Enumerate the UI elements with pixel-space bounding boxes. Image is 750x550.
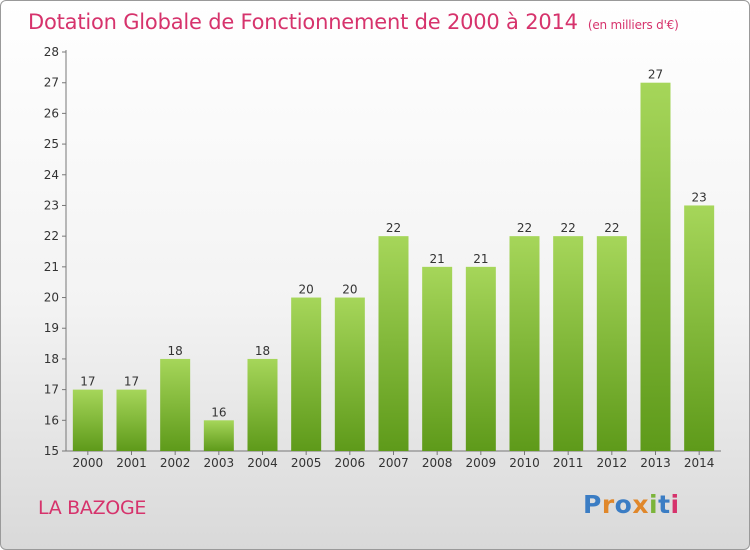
bar-2010 — [509, 236, 540, 451]
y-tick-label: 27 — [44, 76, 59, 90]
data-label-2001: 17 — [124, 375, 139, 389]
data-label-2011: 22 — [561, 221, 576, 235]
x-tick-label-2014: 2014 — [684, 456, 715, 470]
x-tick-label-2004: 2004 — [247, 456, 278, 470]
y-tick-label: 20 — [44, 291, 59, 305]
bar-2006 — [334, 297, 365, 451]
bar-2011 — [553, 236, 584, 451]
x-tick-label-2011: 2011 — [553, 456, 584, 470]
x-tick-label-2005: 2005 — [291, 456, 322, 470]
data-label-2002: 18 — [168, 344, 183, 358]
y-tick-label: 25 — [44, 137, 59, 151]
y-tick-label: 21 — [44, 260, 59, 274]
logo-letter: o — [614, 490, 633, 519]
y-tick-label: 26 — [44, 106, 59, 120]
y-tick-label: 18 — [44, 352, 59, 366]
x-tick-label-2002: 2002 — [160, 456, 191, 470]
y-tick-label: 22 — [44, 229, 59, 243]
bar-2003 — [203, 420, 234, 451]
data-label-2009: 21 — [473, 252, 488, 266]
y-tick-label: 28 — [44, 45, 59, 59]
x-tick-label-2001: 2001 — [116, 456, 147, 470]
x-tick-label-2013: 2013 — [640, 456, 671, 470]
axes: 15 16 17 18 19 20 21 22 23 24 25 26 27 28 2000 2001 2002… — [44, 45, 721, 470]
data-label-2013: 27 — [648, 68, 663, 82]
data-label-2008: 21 — [430, 252, 445, 266]
chart-subtitle: (en milliers d'€) — [587, 18, 679, 32]
data-labels: 17 17 18 16 18 20 20 22 21 21 22 22 22 27 23 — [80, 68, 707, 420]
data-label-2006: 20 — [342, 283, 357, 297]
bars — [72, 82, 715, 451]
bar-2012 — [596, 236, 627, 451]
x-tick-label-2006: 2006 — [335, 456, 366, 470]
chart-title: Dotation Globale de Fonctionnement de 20… — [28, 10, 679, 34]
y-tick-label: 19 — [44, 321, 59, 335]
x-tick-label-2000: 2000 — [73, 456, 104, 470]
bar-2007 — [378, 236, 409, 451]
data-label-2012: 22 — [604, 221, 619, 235]
logo-letter: i — [670, 490, 680, 519]
y-tick-label: 23 — [44, 198, 59, 212]
y-tick-label: 17 — [44, 383, 59, 397]
bar-2001 — [116, 389, 147, 451]
bar-2002 — [160, 358, 191, 451]
x-tick-label-2008: 2008 — [422, 456, 453, 470]
x-tick-label-2009: 2009 — [466, 456, 497, 470]
y-tick-label: 24 — [44, 168, 59, 182]
bar-2014 — [684, 205, 715, 451]
data-label-2014: 23 — [692, 190, 707, 204]
bar-2000 — [72, 389, 103, 451]
x-tick-label-2012: 2012 — [597, 456, 628, 470]
data-label-2004: 18 — [255, 344, 270, 358]
x-tick-label-2003: 2003 — [204, 456, 235, 470]
x-tick-label-2010: 2010 — [509, 456, 540, 470]
x-tick-label-2007: 2007 — [378, 456, 409, 470]
data-label-2007: 22 — [386, 221, 401, 235]
logo-letter: i — [649, 490, 659, 519]
logo-letter: r — [601, 490, 615, 519]
y-tick-label: 16 — [44, 413, 59, 427]
commune-name: LA BAZOGE — [38, 497, 147, 519]
y-tick-label: 15 — [44, 444, 59, 458]
bar-2009 — [465, 266, 496, 451]
bar-2013 — [640, 82, 671, 451]
data-label-2010: 22 — [517, 221, 532, 235]
bar-2008 — [422, 266, 453, 451]
bar-2004 — [247, 358, 278, 451]
data-label-2000: 17 — [80, 375, 95, 389]
logo-letter: P — [583, 490, 602, 519]
logo-letter: t — [658, 490, 671, 519]
data-label-2005: 20 — [299, 283, 314, 297]
bar-2005 — [291, 297, 322, 451]
logo-letter: x — [632, 490, 649, 519]
data-label-2003: 16 — [211, 405, 226, 419]
proxiti-logo: Proxiti — [583, 490, 680, 519]
